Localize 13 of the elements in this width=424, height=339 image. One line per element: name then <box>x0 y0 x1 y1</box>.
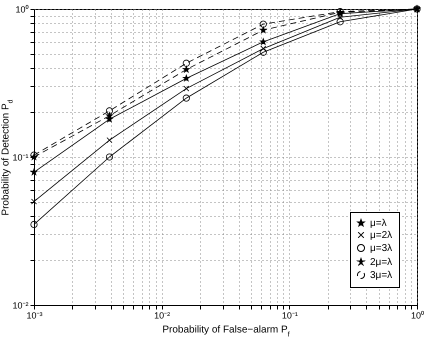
legend-label: μ=λ <box>370 218 387 229</box>
x-axis-title: Probability of False−alarm P$_{f}$ <box>162 324 290 338</box>
x-tick-label: 10⁻³ <box>26 310 43 320</box>
legend-label: 3μ=λ <box>370 270 392 281</box>
y-tick-label: 10⁰ <box>15 4 28 14</box>
legend-label: μ=3λ <box>370 243 392 254</box>
x-tick-label: 10⁻¹ <box>282 310 298 320</box>
legend-label: 2μ=λ <box>370 257 392 268</box>
legend-label: μ=2λ <box>370 230 392 241</box>
y-tick-label: 10⁻¹ <box>12 152 28 162</box>
x-tick-label: 10⁻² <box>154 310 170 320</box>
y-tick-label: 10⁻² <box>12 300 28 310</box>
x-tick-label: 10⁰ <box>410 310 424 320</box>
